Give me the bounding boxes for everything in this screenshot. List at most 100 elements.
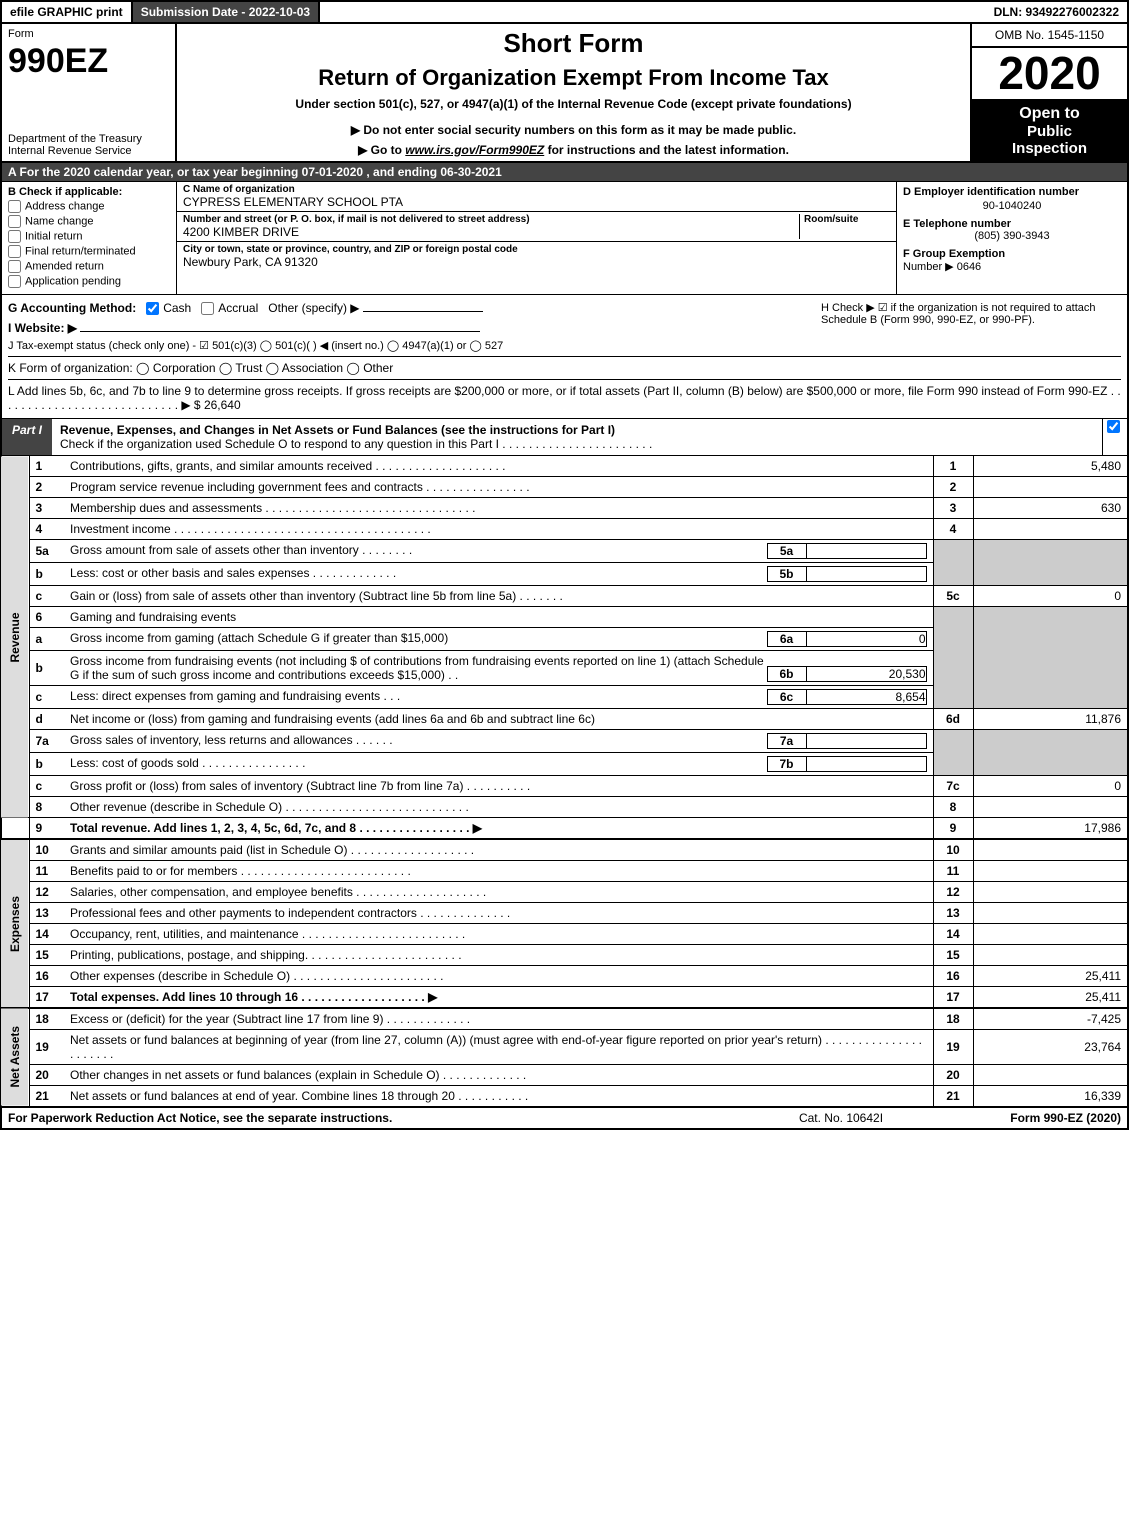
footer-right: Form Form 990-EZ (2020)990-EZ (2020) <box>941 1111 1121 1125</box>
part1-title-text: Revenue, Expenses, and Changes in Net As… <box>60 423 615 437</box>
chk-initial-return[interactable]: Initial return <box>8 230 170 243</box>
line12-box: 12 <box>933 881 973 902</box>
line18-num: 18 <box>29 1008 64 1030</box>
page-footer: For Paperwork Reduction Act Notice, see … <box>0 1107 1129 1130</box>
line6a-sval: 0 <box>807 631 927 647</box>
line9-side <box>1 817 29 839</box>
g-other-input[interactable] <box>363 311 483 312</box>
efile-label: efile GRAPHIC print <box>2 2 131 22</box>
c-org-name: CYPRESS ELEMENTARY SCHOOL PTA <box>183 195 890 209</box>
footer-left: For Paperwork Reduction Act Notice, see … <box>8 1111 741 1125</box>
line5b-sub: 5b <box>767 566 807 582</box>
line7ab-shade1 <box>933 729 973 775</box>
c-room-label: Room/suite <box>804 214 890 225</box>
section-def: D Employer identification number 90-1040… <box>897 182 1127 294</box>
line16-desc: Other expenses (describe in Schedule O) … <box>64 965 933 986</box>
line14-box: 14 <box>933 923 973 944</box>
part1-subtitle: Check if the organization used Schedule … <box>60 437 652 451</box>
i-website-input[interactable] <box>80 331 480 332</box>
goto-link[interactable]: www.irs.gov/Form990EZ <box>405 143 544 157</box>
line12-desc: Salaries, other compensation, and employ… <box>64 881 933 902</box>
line7c-box: 7c <box>933 775 973 796</box>
form-word: Form <box>8 28 169 40</box>
line5c-val: 0 <box>973 585 1128 606</box>
line20-box: 20 <box>933 1064 973 1085</box>
line18-val: -7,425 <box>973 1008 1128 1030</box>
d-ein-value: 90-1040240 <box>903 200 1121 212</box>
line18-box: 18 <box>933 1008 973 1030</box>
line6d-num: d <box>29 708 64 729</box>
line5c-desc: Gain or (loss) from sale of assets other… <box>64 585 933 606</box>
header-right: OMB No. 1545-1150 2020 Open to Public In… <box>972 24 1127 161</box>
g-accrual-checkbox[interactable] <box>201 302 214 315</box>
line7b-sval <box>807 756 927 772</box>
f-group-label: F Group Exemption <box>903 248 1005 260</box>
title-noss: ▶ Do not enter social security numbers o… <box>183 123 964 137</box>
g-cash-checkbox[interactable] <box>146 302 159 315</box>
line17-val: 25,411 <box>973 986 1128 1008</box>
header-center: Short Form Return of Organization Exempt… <box>177 24 972 161</box>
line5a-sval <box>807 543 927 559</box>
line7c-val: 0 <box>973 775 1128 796</box>
line21-num: 21 <box>29 1085 64 1106</box>
footer-center: Cat. No. 10642I <box>741 1111 941 1125</box>
line6b-sval: 20,530 <box>807 666 927 682</box>
chk-application-pending-label: Application pending <box>25 275 121 287</box>
chk-address-change[interactable]: Address change <box>8 200 170 213</box>
line16-val: 25,411 <box>973 965 1128 986</box>
goto-post: for instructions and the latest informat… <box>544 143 789 157</box>
title-short-form: Short Form <box>183 28 964 59</box>
line13-box: 13 <box>933 902 973 923</box>
c-city-label: City or town, state or province, country… <box>183 244 890 255</box>
row-a-tax-year: A For the 2020 calendar year, or tax yea… <box>0 163 1129 182</box>
e-phone-label: E Telephone number <box>903 218 1011 230</box>
omb-number: OMB No. 1545-1150 <box>972 24 1127 48</box>
line5ab-shade1 <box>933 539 973 585</box>
line5a-num: 5a <box>29 539 64 562</box>
title-under: Under section 501(c), 527, or 4947(a)(1)… <box>183 97 964 111</box>
line5c-box: 5c <box>933 585 973 606</box>
d-ein-label: D Employer identification number <box>903 186 1121 198</box>
netassets-side-label: Net Assets <box>1 1008 29 1107</box>
line11-num: 11 <box>29 860 64 881</box>
goto-pre: ▶ Go to <box>358 143 405 157</box>
line5b-desc: Less: cost or other basis and sales expe… <box>70 566 767 582</box>
part1-title: Revenue, Expenses, and Changes in Net As… <box>52 419 1102 455</box>
line3-box: 3 <box>933 497 973 518</box>
line7b-sub: 7b <box>767 756 807 772</box>
line6d-desc: Net income or (loss) from gaming and fun… <box>64 708 933 729</box>
line16-box: 16 <box>933 965 973 986</box>
line6a-desc: Gross income from gaming (attach Schedul… <box>70 631 767 647</box>
line21-box: 21 <box>933 1085 973 1106</box>
line7a-num: 7a <box>29 729 64 752</box>
j-tax-exempt: J Tax-exempt status (check only one) - ☑… <box>8 339 1121 352</box>
line6b-sub: 6b <box>767 666 807 682</box>
line14-desc: Occupancy, rent, utilities, and maintena… <box>64 923 933 944</box>
line3-desc: Membership dues and assessments . . . . … <box>64 497 933 518</box>
part1-checkbox[interactable] <box>1102 419 1127 455</box>
f-group-value: 0646 <box>957 261 981 273</box>
line2-desc: Program service revenue including govern… <box>64 476 933 497</box>
top-spacer <box>320 9 985 15</box>
section-ghijkl: H Check ▶ ☑ if the organization is not r… <box>0 295 1129 419</box>
line6c-sub: 6c <box>767 689 807 705</box>
line5ab-shade2 <box>973 539 1128 585</box>
chk-application-pending[interactable]: Application pending <box>8 275 170 288</box>
chk-amended-return[interactable]: Amended return <box>8 260 170 273</box>
k-form-org: K Form of organization: ◯ Corporation ◯ … <box>8 356 1121 375</box>
g-label: G Accounting Method: <box>8 301 136 315</box>
expenses-side-label: Expenses <box>1 839 29 1008</box>
chk-name-change-label: Name change <box>25 215 94 227</box>
open-line2: Public <box>976 123 1123 140</box>
line15-val <box>973 944 1128 965</box>
line14-num: 14 <box>29 923 64 944</box>
line2-box: 2 <box>933 476 973 497</box>
line13-val <box>973 902 1128 923</box>
c-addr-value: 4200 KIMBER DRIVE <box>183 225 795 239</box>
section-c: C Name of organization CYPRESS ELEMENTAR… <box>177 182 897 294</box>
line10-box: 10 <box>933 839 973 861</box>
line15-box: 15 <box>933 944 973 965</box>
chk-name-change[interactable]: Name change <box>8 215 170 228</box>
chk-final-return[interactable]: Final return/terminated <box>8 245 170 258</box>
c-city-value: Newbury Park, CA 91320 <box>183 255 890 269</box>
